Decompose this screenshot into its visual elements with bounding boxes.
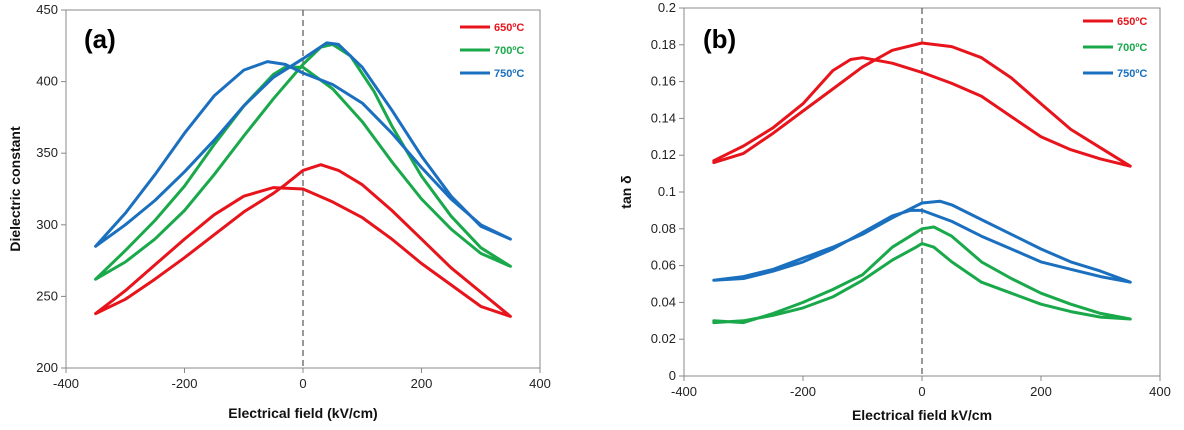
x-tick-label: -200	[171, 376, 197, 391]
y-tick-label: 200	[36, 360, 58, 375]
y-tick-label: 0.16	[651, 74, 676, 89]
series-line	[712, 225, 1132, 325]
x-axis-label: Electrical field (kV/cm)	[228, 405, 377, 421]
y-tick-label: 0.14	[651, 110, 676, 125]
x-axis-label: Electrical field kV/cm	[852, 407, 992, 423]
y-tick-label: 0.1	[658, 184, 676, 199]
panel-label: (b)	[703, 24, 736, 54]
panel-a: 200 250 300 350 400 450 -400 -200 0 200 400 650ºC 70…	[7, 2, 551, 421]
y-tick-label: 250	[36, 288, 58, 303]
panel-b: 0 0.02 0.04 0.06 0.08 0.1 0.12 0.14 0.16 0.18 0.2 -…	[618, 0, 1171, 423]
x-tick-label: 0	[918, 384, 925, 399]
panel-label: (a)	[84, 24, 116, 54]
y-tick-label: 0.08	[651, 221, 676, 236]
legend-label: 750ºC	[1117, 68, 1147, 80]
y-tick-label: 0.04	[651, 294, 676, 309]
legend-label: 750ºC	[494, 68, 524, 80]
y-tick-label: 450	[36, 2, 58, 17]
y-tick-label: 0.02	[651, 331, 676, 346]
series-line	[94, 41, 512, 248]
series-line	[94, 163, 512, 318]
y-tick-label: 0.06	[651, 258, 676, 273]
x-tick-label: -200	[790, 384, 816, 399]
x-tick-label: 400	[1149, 384, 1171, 399]
x-tick-label: -400	[53, 376, 79, 391]
legend-label: 650ºC	[494, 22, 524, 34]
y-tick-label: 0	[669, 368, 676, 383]
legend-label: 650ºC	[1117, 16, 1147, 28]
legend-label: 700ºC	[494, 45, 524, 57]
y-tick-label: 350	[36, 145, 58, 160]
y-axis-label: Dielectric constant	[7, 126, 23, 252]
y-tick-label: 400	[36, 74, 58, 89]
y-tick-label: 300	[36, 217, 58, 232]
x-tick-label: 200	[1030, 384, 1052, 399]
y-axis-label: tan δ	[618, 175, 634, 208]
x-tick-label: 0	[299, 376, 306, 391]
x-tick-label: 200	[411, 376, 433, 391]
x-tick-label: 400	[529, 376, 551, 391]
series-line	[712, 41, 1132, 168]
y-tick-label: 0.18	[651, 37, 676, 52]
legend-label: 700ºC	[1117, 42, 1147, 54]
y-tick-label: 0.12	[651, 147, 676, 162]
y-tick-label: 0.2	[658, 0, 676, 15]
series-line	[712, 199, 1132, 284]
x-tick-label: -400	[671, 384, 697, 399]
